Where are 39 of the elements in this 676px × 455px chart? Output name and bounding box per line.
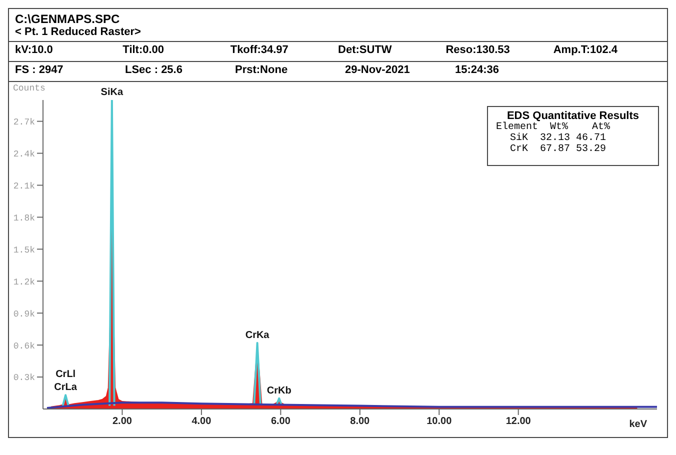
x-tick-label: 4.00 bbox=[192, 416, 212, 428]
annotation: CrLa bbox=[54, 382, 78, 394]
text: LSec : 25.6 bbox=[125, 64, 184, 78]
x-axis-title: keV bbox=[629, 419, 648, 430]
y-tick-label: 0.9k bbox=[13, 309, 35, 320]
y-tick-label: 0.3k bbox=[13, 373, 35, 384]
annotation: SiK 32.13 46.71 bbox=[509, 133, 608, 144]
text: Tkoff:34.97 bbox=[230, 44, 290, 58]
y-tick-label: 2.4k bbox=[13, 149, 35, 160]
text: 29-Nov-2021 bbox=[345, 64, 411, 78]
y-tick-label: 2.7k bbox=[13, 118, 35, 128]
x-tick-label: 12.00 bbox=[506, 416, 532, 428]
text: 15:24:36 bbox=[455, 64, 500, 78]
annotation: CrKa bbox=[245, 330, 270, 341]
text: FS : 2947 bbox=[15, 64, 64, 78]
text: Prst:None bbox=[235, 64, 289, 78]
annotation: CrKb bbox=[266, 385, 292, 396]
chart-subtitle: < Pt. 1 Reduced Raster> bbox=[15, 26, 142, 38]
annotation: EDS Quantitative Results bbox=[506, 110, 640, 122]
y-tick-label: 0.6k bbox=[13, 341, 35, 352]
annotation: CrK 67.87 53.29 bbox=[509, 144, 608, 155]
text: kV:10.0 bbox=[15, 44, 54, 58]
text: Det:SUTW bbox=[338, 44, 393, 58]
text: Reso:130.53 bbox=[446, 44, 511, 58]
y-axis-title: Counts bbox=[13, 83, 46, 94]
x-tick-label: 6.00 bbox=[270, 416, 291, 428]
x-tick-label: 2.00 bbox=[112, 416, 132, 428]
annotation: SiKa bbox=[100, 87, 124, 98]
chart-title: C:\GENMAPS.SPC bbox=[15, 12, 121, 26]
annotation: Element Wt% At% bbox=[495, 122, 612, 133]
y-tick-label: 1.2k bbox=[13, 277, 35, 288]
text: Tilt:0.00 bbox=[122, 44, 166, 58]
x-tick-label: 10.00 bbox=[426, 416, 452, 428]
annotation: CrLl bbox=[56, 369, 76, 380]
y-tick-label: 2.1k bbox=[13, 181, 35, 192]
text: Amp.T:102.4 bbox=[553, 44, 619, 58]
y-tick-label: 1.5k bbox=[13, 245, 35, 256]
x-tick-label: 8.00 bbox=[350, 416, 370, 428]
y-tick-label: 1.8k bbox=[13, 213, 35, 224]
